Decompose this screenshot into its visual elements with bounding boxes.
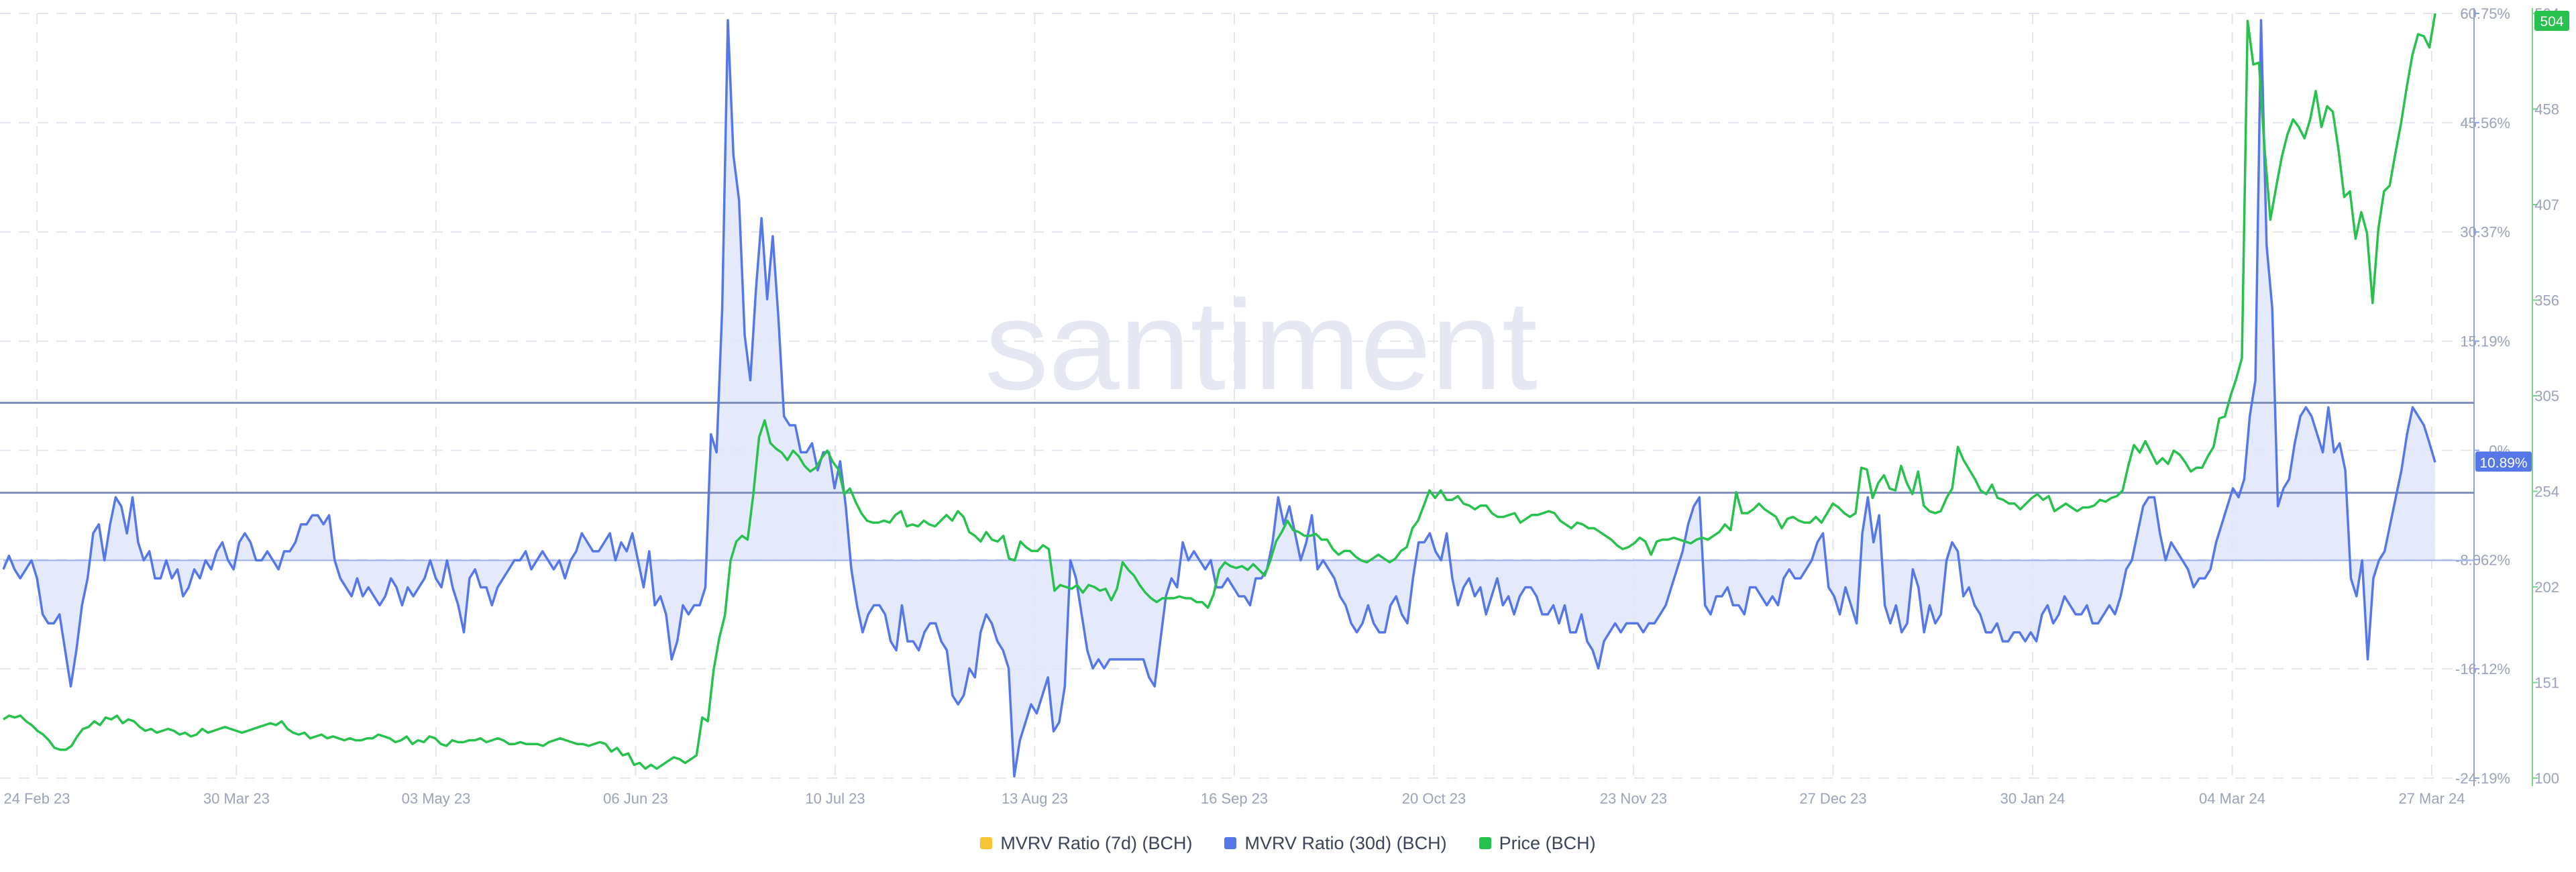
x-tick-label: 10 Jul 23 <box>805 790 865 807</box>
right-axis-tick-label: 151 <box>2534 675 2559 692</box>
x-tick-label: 20 Oct 23 <box>1402 790 1466 807</box>
x-tick-label: 30 Jan 24 <box>2000 790 2065 807</box>
mvrv-current-badge <box>2475 451 2532 472</box>
left-axis-tick-label: 30.37% <box>2460 224 2510 241</box>
right-axis-tick-label: 305 <box>2534 388 2559 404</box>
left-axis-tick-label: 15.19% <box>2460 333 2510 350</box>
x-tick-label: 16 Sep 23 <box>1201 790 1268 807</box>
legend-item-price[interactable]: Price (BCH) <box>1479 833 1596 854</box>
right-axis-tick-label: 407 <box>2534 197 2559 213</box>
right-axis-tick-label: 458 <box>2534 101 2559 118</box>
legend-label-price: Price (BCH) <box>1499 832 1596 853</box>
price-current-badge <box>2534 11 2569 31</box>
right-axis-tick-label: 202 <box>2534 579 2559 596</box>
legend-swatch-green <box>1479 837 1491 849</box>
price-current-badge-text: 504 <box>2540 14 2563 30</box>
x-tick-label: 03 May 23 <box>402 790 471 807</box>
legend-swatch-blue <box>1224 837 1237 849</box>
left-axis-tick-label: 60.75% <box>2460 5 2510 22</box>
right-axis-tick-label: 100 <box>2534 770 2559 787</box>
legend-label-mvrv-7d: MVRV Ratio (7d) (BCH) <box>1000 832 1193 853</box>
x-tick-label: 04 Mar 24 <box>2199 790 2265 807</box>
x-tick-label: 13 Aug 23 <box>1002 790 1068 807</box>
x-tick-label: 06 Jun 23 <box>603 790 668 807</box>
left-axis-tick-label: 45.56% <box>2460 115 2510 131</box>
left-axis-tick-label: -16.12% <box>2455 661 2510 677</box>
mvrv-30d-line <box>2 19 2436 778</box>
left-axis-tick-label: -24.19% <box>2455 770 2510 787</box>
legend-item-mvrv-30d[interactable]: MVRV Ratio (30d) (BCH) <box>1224 832 1447 854</box>
right-axis-tick-label: 356 <box>2534 292 2559 309</box>
right-axis-tick-label: 254 <box>2534 484 2559 500</box>
x-tick-label: 24 Feb 23 <box>3 790 70 807</box>
x-tick-label: 23 Nov 23 <box>1600 790 1667 807</box>
x-tick-label: 30 Mar 23 <box>203 790 270 807</box>
legend-label-mvrv-30d: MVRV Ratio (30d) (BCH) <box>1244 832 1447 853</box>
watermark-text: santiment <box>985 274 1538 417</box>
mvrv-current-badge-text: 10.89% <box>2479 455 2527 471</box>
legend-swatch-yellow <box>980 837 993 849</box>
legend-item-mvrv-7d[interactable]: MVRV Ratio (7d) (BCH) <box>980 833 1192 854</box>
chart-legend: MVRV Ratio (7d) (BCH) MVRV Ratio (30d) (… <box>0 826 2576 860</box>
x-tick-label: 27 Dec 23 <box>1799 790 1866 807</box>
x-tick-label: 27 Mar 24 <box>2398 790 2465 807</box>
mvrv-price-chart: santiment 24 Feb 23 30 Mar 23 03 May 23 06 … <box>0 5 2569 807</box>
price-line <box>3 13 2436 770</box>
